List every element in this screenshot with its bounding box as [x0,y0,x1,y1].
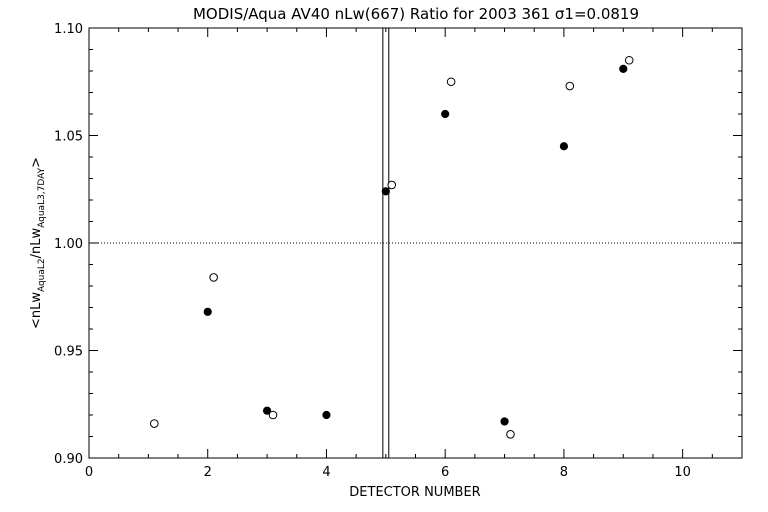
y-label-sub1: AquaL2 [37,258,47,292]
filled-point [262,406,272,415]
open-point [506,430,515,439]
tick-labels-layer: 0 2 4 6 8 10 0.90 0.95 1.00 1.05 1.10 [54,22,691,480]
y-tick-label: 1.10 [54,22,83,37]
open-point [209,273,218,282]
x-tick-label: 8 [560,465,568,480]
open-point [624,55,634,65]
x-tick-label: 0 [85,465,93,480]
open-point [565,81,575,91]
open-point [387,180,397,190]
filled-point [322,410,331,420]
filled-point [381,187,390,196]
x-tick-label: 4 [322,465,330,480]
filled-point [619,64,628,73]
open-point [150,419,159,428]
y-label-open: <nLw [29,292,44,329]
data-points-layer [150,55,634,439]
y-label-close: > [29,157,44,168]
axis-ticks [88,27,743,459]
y-tick-label: 0.90 [54,452,83,467]
filled-point [500,417,509,426]
filled-point [203,307,212,316]
open-point [446,77,456,87]
open-point [268,410,278,420]
y-tick-label: 1.00 [54,237,83,252]
x-axis-label: DETECTOR NUMBER [349,485,480,500]
x-tick-label: 6 [441,465,449,480]
y-label-slash: /nLw [29,227,44,258]
filled-point [441,109,450,119]
vertical-lines-layer [382,28,390,458]
y-tick-label: 1.05 [54,130,83,145]
x-tick-label: 2 [204,465,212,480]
filled-point [559,142,569,151]
y-tick-label: 0.95 [54,345,83,360]
y-label-sub2: AquaL3,7DAY [37,167,47,227]
y-axis-label: <nLwAquaL2/nLwAquaL3,7DAY> [29,157,47,329]
x-tick-label: 10 [674,465,691,480]
chart-title: MODIS/Aqua AV40 nLw(667) Ratio for 2003 … [193,5,639,23]
